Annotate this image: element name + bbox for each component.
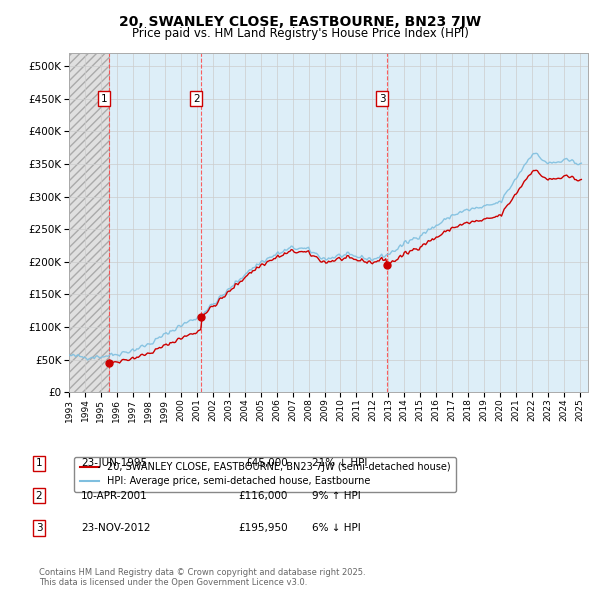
Text: 23-JUN-1995: 23-JUN-1995 — [81, 458, 147, 468]
Text: 2: 2 — [193, 94, 200, 104]
Text: 20, SWANLEY CLOSE, EASTBOURNE, BN23 7JW: 20, SWANLEY CLOSE, EASTBOURNE, BN23 7JW — [119, 15, 481, 29]
Text: 1: 1 — [101, 94, 107, 104]
Text: Price paid vs. HM Land Registry's House Price Index (HPI): Price paid vs. HM Land Registry's House … — [131, 27, 469, 40]
Text: £195,950: £195,950 — [238, 523, 288, 533]
Text: £116,000: £116,000 — [239, 491, 288, 500]
Text: Contains HM Land Registry data © Crown copyright and database right 2025.
This d: Contains HM Land Registry data © Crown c… — [39, 568, 365, 587]
Text: 6% ↓ HPI: 6% ↓ HPI — [312, 523, 361, 533]
Text: 3: 3 — [379, 94, 385, 104]
Text: 23-NOV-2012: 23-NOV-2012 — [81, 523, 151, 533]
Text: 21% ↓ HPI: 21% ↓ HPI — [312, 458, 367, 468]
Text: 9% ↑ HPI: 9% ↑ HPI — [312, 491, 361, 500]
Text: 3: 3 — [35, 523, 43, 533]
Legend: 20, SWANLEY CLOSE, EASTBOURNE, BN23 7JW (semi-detached house), HPI: Average pric: 20, SWANLEY CLOSE, EASTBOURNE, BN23 7JW … — [74, 457, 457, 492]
Text: 1: 1 — [35, 458, 43, 468]
Text: £45,000: £45,000 — [245, 458, 288, 468]
Bar — [69, 53, 109, 392]
Text: 2: 2 — [35, 491, 43, 500]
Text: 10-APR-2001: 10-APR-2001 — [81, 491, 148, 500]
